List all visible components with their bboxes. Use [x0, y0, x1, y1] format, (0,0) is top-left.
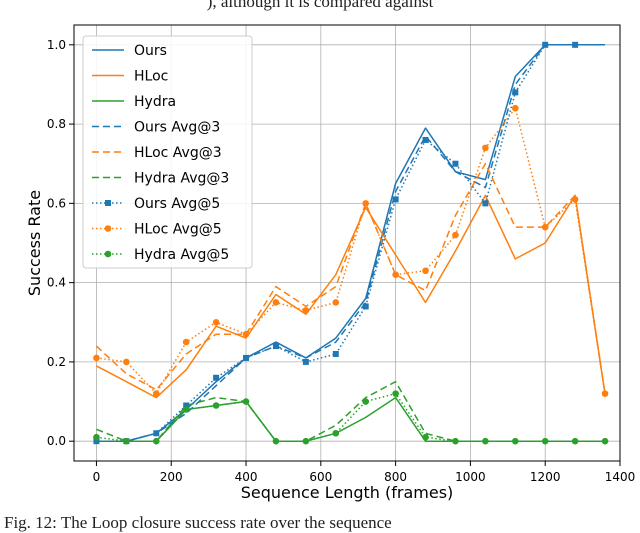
data-point-hydra-avg-5 [452, 437, 459, 445]
data-point-hloc-avg-5 [392, 271, 399, 279]
page-top-text: ), although it is compared against [206, 0, 434, 11]
data-point-ours-avg-5 [572, 41, 579, 48]
series-line-hydra-avg-3 [96, 380, 605, 442]
axis-ticks: 0 200 400 600 800 1000 1200 1400 0.0 0.2 0.4 0.6 0.8… [47, 38, 635, 484]
data-point-hydra-avg-5 [242, 398, 250, 405]
y-tick-label: 0.0 [47, 434, 66, 448]
data-point-hydra-avg-5 [93, 433, 100, 441]
data-point-hloc-avg-5 [452, 231, 459, 239]
legend-box [82, 35, 253, 269]
data-point-hloc-avg-5 [242, 330, 250, 338]
data-point-ours-avg-5 [482, 200, 489, 207]
x-tick-label: 0 [93, 470, 101, 484]
legend-label-hydra: Hydra [134, 94, 176, 110]
data-point-ours-avg-5 [213, 374, 220, 381]
x-tick-label: 1000 [455, 470, 486, 484]
y-tick-label: 0.6 [47, 196, 66, 210]
legend-marker-hloc-avg-5 [104, 225, 112, 232]
x-tick-label: 1400 [605, 470, 636, 484]
data-point-ours-avg-5 [302, 358, 309, 365]
data-point-hloc-avg-5 [93, 354, 100, 362]
data-point-ours-avg-5 [542, 41, 549, 48]
data-point-hloc-avg-5 [123, 358, 130, 366]
data-point-hydra-avg-5 [212, 402, 220, 409]
x-tick-label: 1200 [530, 470, 561, 484]
data-point-ours-avg-5 [452, 160, 459, 167]
plot-frame [73, 24, 621, 462]
data-point-hydra-avg-5 [152, 437, 160, 445]
data-point-hydra-avg-5 [302, 437, 310, 445]
y-tick-label: 0.8 [47, 117, 66, 131]
x-tick-label: 800 [384, 470, 407, 484]
data-point-hloc-avg-5 [272, 299, 280, 306]
data-point-ours-avg-5 [362, 303, 369, 310]
x-tick-label: 200 [160, 470, 183, 484]
data-point-hloc-avg-5 [482, 144, 489, 152]
y-tick-label: 0.4 [47, 276, 66, 290]
data-point-hloc-avg-5 [362, 200, 369, 207]
data-point-hloc-avg-5 [332, 299, 340, 306]
data-point-ours-avg-5 [392, 196, 399, 203]
legend-label-hydra-avg-5: Hydra Avg@5 [134, 247, 229, 263]
legend-label-hloc: HLoc [134, 69, 168, 85]
x-axis-label: Sequence Length (frames) [241, 483, 454, 502]
y-tick-label: 1.0 [47, 38, 66, 52]
legend-label-ours: Ours [134, 43, 167, 59]
series-line-hloc [96, 194, 606, 399]
data-point-hydra-avg-5 [422, 433, 429, 441]
y-tick-label: 0.2 [47, 355, 66, 369]
data-point-hydra-avg-5 [392, 390, 399, 397]
data-point-ours-avg-5 [153, 430, 160, 437]
legend-label-hloc-avg-5: HLoc Avg@5 [134, 222, 222, 238]
series-line-ours-avg-5 [96, 44, 576, 442]
legend-label-hloc-avg-3: HLoc Avg@3 [134, 145, 222, 161]
data-point-hydra-avg-5 [601, 437, 609, 445]
data-point-hloc-avg-5 [422, 267, 429, 275]
series-line-ours [96, 44, 605, 442]
series-line-ours-avg-3 [96, 44, 605, 442]
data-point-ours-avg-5 [243, 354, 250, 361]
data-point-hloc-avg-5 [152, 390, 160, 397]
data-point-hydra-avg-5 [123, 437, 130, 445]
data-point-hydra-avg-5 [571, 437, 579, 445]
data-point-hydra-avg-5 [362, 398, 369, 405]
legend-marker-ours-avg-5 [105, 200, 111, 206]
data-point-hloc-avg-5 [601, 390, 609, 397]
data-point-ours-avg-5 [512, 89, 519, 96]
data-point-hydra-avg-5 [482, 437, 489, 445]
data-point-hloc-avg-5 [571, 196, 579, 203]
series-lines [95, 44, 606, 442]
success-rate-chart: 0 200 400 600 800 1000 1200 1400 0.0 0.2 0.4 0.6 0.8… [25, 24, 635, 502]
data-point-hydra-avg-5 [182, 406, 190, 413]
data-point-ours-avg-5 [93, 438, 100, 445]
data-point-ours-avg-5 [183, 402, 190, 409]
x-tick-label: 400 [235, 470, 258, 484]
data-point-ours-avg-5 [272, 343, 279, 350]
legend-marker-hydra-avg-5 [104, 250, 112, 258]
figure-caption: Fig. 12: The Loop closure success rate o… [4, 513, 392, 532]
legend-label-ours-avg-3: Ours Avg@3 [134, 120, 220, 136]
data-point-hloc-avg-5 [212, 318, 220, 326]
data-point-hydra-avg-5 [511, 437, 519, 445]
data-point-hydra-avg-5 [541, 437, 549, 445]
series-line-hloc-avg-3 [95, 162, 606, 394]
data-point-hloc-avg-5 [541, 223, 549, 231]
data-point-hloc-avg-5 [302, 307, 310, 314]
chart-legend: Ours HLoc Hydra Ours Avg@3 HLoc Avg@3 Hydra A… [82, 35, 253, 269]
data-point-hydra-avg-5 [272, 437, 280, 445]
data-point-ours-avg-5 [332, 350, 339, 357]
series-markers [93, 41, 609, 445]
legend-label-ours-avg-5: Ours Avg@5 [134, 196, 220, 212]
legend-label-hydra-avg-3: Hydra Avg@3 [134, 171, 229, 187]
data-point-ours-avg-5 [422, 136, 429, 143]
x-tick-label: 600 [309, 470, 332, 484]
data-point-hydra-avg-5 [332, 429, 340, 437]
data-point-hloc-avg-5 [182, 338, 190, 346]
y-axis-label: Success Rate [25, 190, 44, 296]
data-point-hloc-avg-5 [511, 104, 519, 112]
series-line-hydra-avg-5 [96, 392, 605, 442]
